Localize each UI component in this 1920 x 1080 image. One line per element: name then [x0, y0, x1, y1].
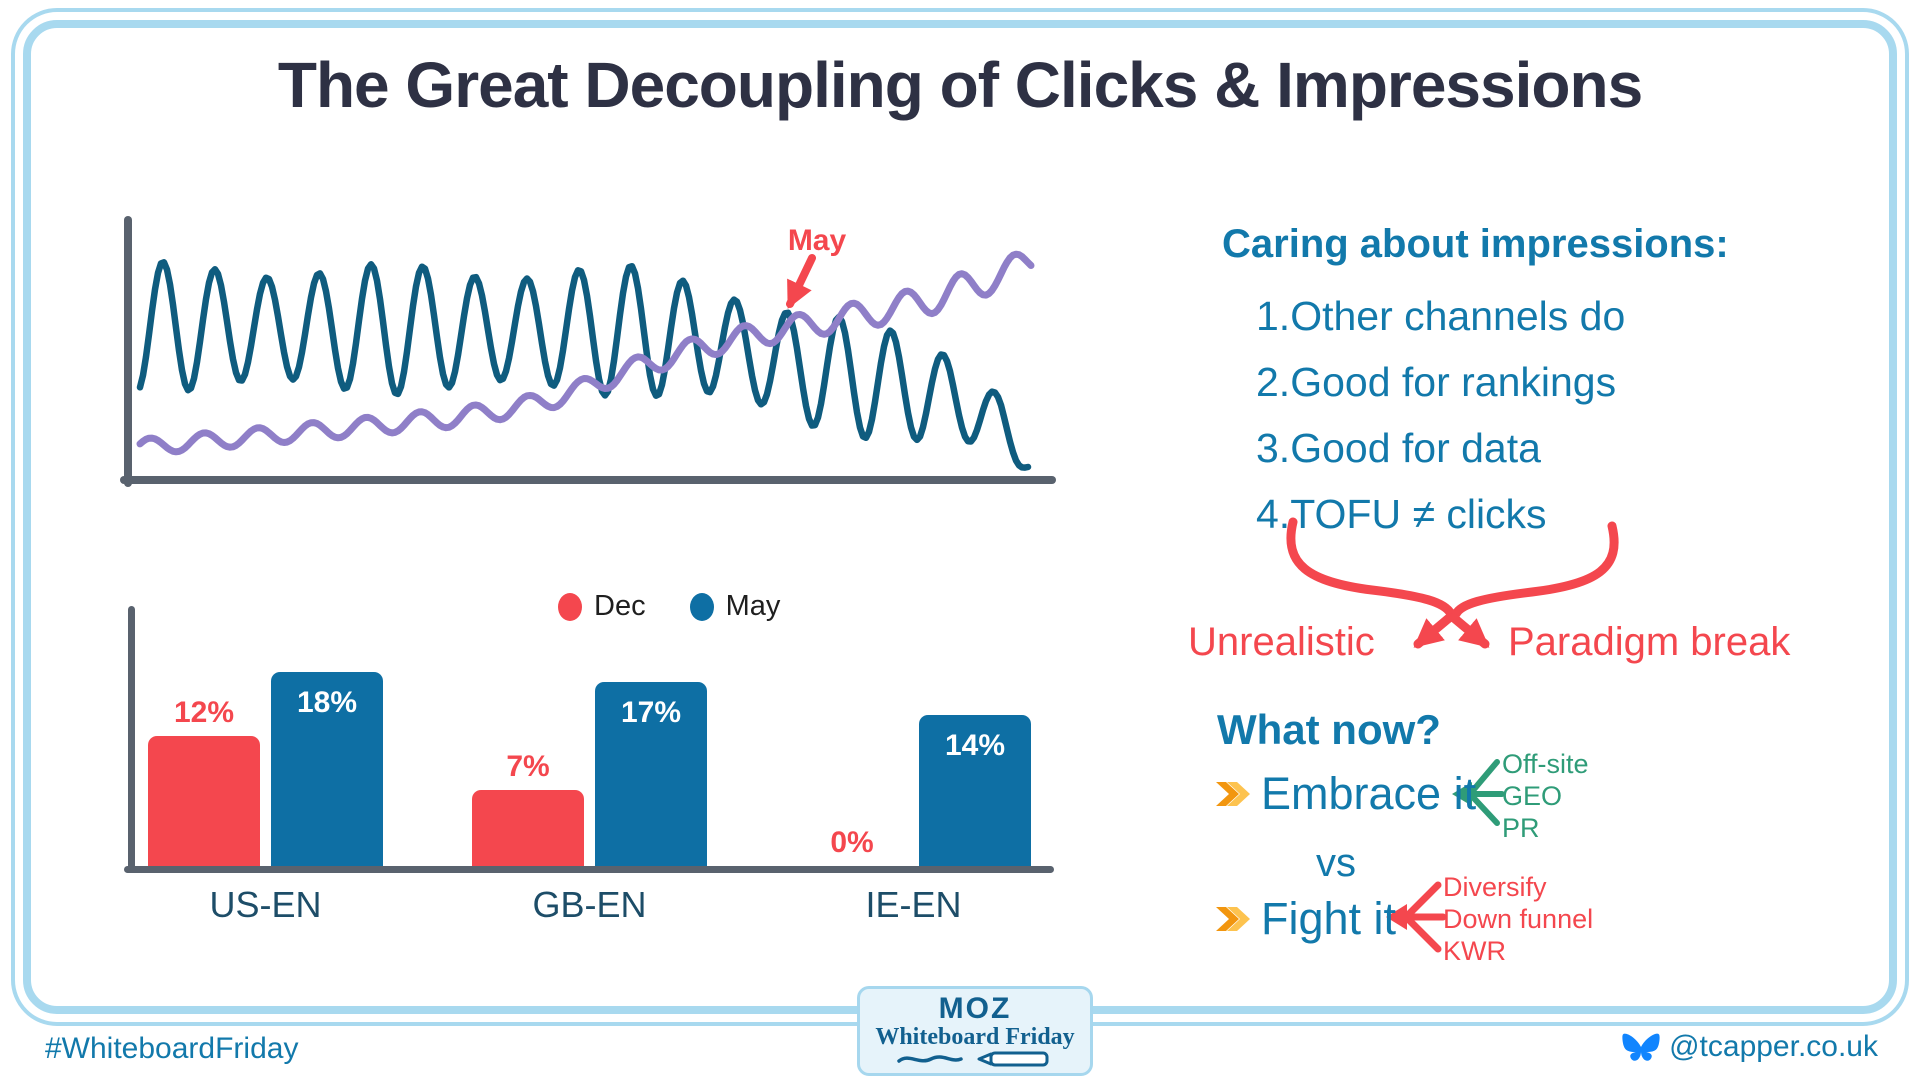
tag: Diversify	[1443, 872, 1547, 902]
may-legend-dot-icon	[689, 592, 714, 621]
fight-tags: Diversify Down funnel KWR	[1443, 871, 1593, 967]
list-item: 4. TOFU ≠ clicks	[1256, 490, 1547, 537]
bar-chart: Dec May 12% 18% US-EN 7% 17% GB-EN 0% 14% IE-EN	[100, 578, 1080, 948]
may-bar	[271, 671, 383, 866]
dec-value-label: 0%	[830, 826, 874, 859]
fight-row: Fight it	[1215, 893, 1396, 945]
legend-label: Dec	[594, 590, 646, 622]
bluesky-butterfly-icon	[1622, 1033, 1660, 1061]
caring-list: 1. Other channels do 2. Good for rankings …	[1222, 283, 1822, 547]
moz-whiteboard-friday-badge: MOZ Whiteboard Friday	[857, 986, 1093, 1076]
may-bar	[595, 682, 707, 866]
double-chevron-icon	[1216, 907, 1250, 931]
handle-text: @tcapper.co.uk	[1669, 1030, 1878, 1063]
may-bar	[919, 714, 1031, 866]
bar-chart-legend: Dec May	[558, 590, 780, 623]
clicks-series-line	[136, 259, 1032, 471]
may-annotation-arrow	[786, 254, 816, 309]
category-label: US-EN	[209, 884, 322, 925]
outcome-unrealistic: Unrealistic	[1188, 620, 1375, 664]
double-chevron-icon	[1216, 782, 1250, 806]
dec-bar	[148, 736, 260, 866]
list-item: 2. Good for rankings	[1256, 358, 1617, 405]
legend-label: May	[725, 590, 781, 622]
impressions-series-line	[136, 250, 1035, 456]
embrace-label: Embrace it	[1261, 768, 1477, 819]
vs-label: vs	[1316, 841, 1356, 885]
tag: PR	[1502, 813, 1540, 843]
what-now-heading: What now?	[1217, 706, 1441, 753]
list-item: 3. Good for data	[1256, 424, 1541, 471]
embrace-tags: Off-site GEO PR	[1502, 748, 1589, 844]
category-label: IE-EN	[865, 884, 962, 925]
fight-label: Fight it	[1261, 893, 1397, 944]
embrace-row: Embrace it	[1215, 768, 1476, 820]
tag: Off-site	[1502, 749, 1589, 779]
dec-value-label: 7%	[506, 750, 550, 784]
category-label: GB-EN	[532, 884, 647, 925]
hashtag-label: #WhiteboardFriday	[45, 1032, 299, 1065]
caring-section: Caring about impressions: 1. Other channe…	[1222, 222, 1822, 547]
author-handle: @tcapper.co.uk	[1621, 1030, 1878, 1064]
may-value-label: 18%	[296, 685, 358, 719]
bar-x-axis	[124, 866, 1054, 873]
marker-squiggle-icon	[897, 1051, 1049, 1067]
tag: Down funnel	[1443, 904, 1594, 934]
dec-bar	[472, 790, 584, 866]
dec-value-label: 12%	[173, 696, 235, 730]
page-title: The Great Decoupling of Clicks & Impress…	[277, 49, 1643, 121]
bar-y-axis	[128, 606, 135, 872]
caring-heading: Caring about impressions:	[1222, 222, 1729, 266]
legend-entry-may: May	[689, 590, 781, 623]
tag: GEO	[1502, 781, 1563, 811]
tag: KWR	[1443, 936, 1506, 966]
outcome-paradigm-break: Paradigm break	[1508, 620, 1791, 664]
dec-legend-dot-icon	[558, 592, 582, 621]
may-value-label: 14%	[944, 728, 1006, 762]
moz-logo: MOZ	[938, 992, 1012, 1025]
may-value-label: 17%	[620, 696, 682, 730]
legend-entry-dec: Dec	[558, 590, 646, 623]
line-chart: May	[120, 216, 1056, 487]
badge-series-label: Whiteboard Friday	[875, 1024, 1075, 1050]
may-annotation-label: May	[788, 224, 847, 257]
list-item: 1. Other channels do	[1256, 292, 1626, 339]
